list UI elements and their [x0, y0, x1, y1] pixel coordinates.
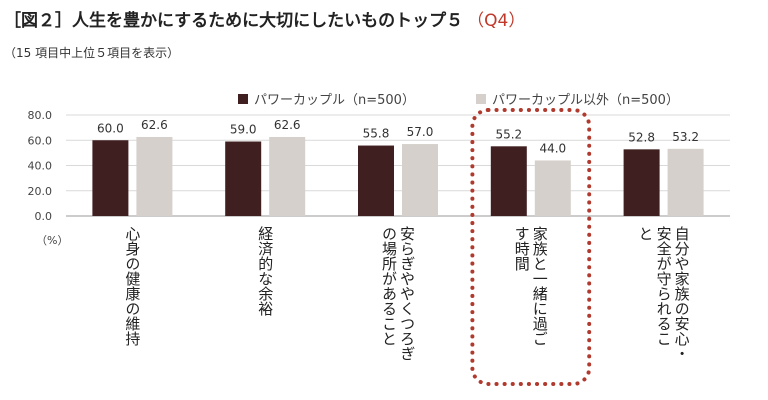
chart-subtitle: （15 項目中上位５項目を表示）: [4, 46, 180, 60]
legend-label-other: パワーカップル以外（n=500）: [492, 93, 679, 108]
data-label: 55.2: [495, 127, 522, 141]
y-tick-label: 40.0: [28, 160, 53, 173]
legend-label-power: パワーカップル（n=500）: [254, 93, 415, 108]
data-label: 62.6: [274, 118, 301, 132]
data-label: 59.0: [230, 123, 257, 137]
category-label: 安全が守られるこ: [655, 226, 673, 346]
chart-title: 人生を豊かにするために大切にしたいものトップ５: [72, 11, 464, 31]
bar-other: [534, 160, 571, 216]
y-tick-label: 0.0: [35, 210, 53, 223]
bar-other: [269, 136, 306, 216]
data-label: 55.8: [363, 127, 390, 141]
legend-swatch-other: [476, 94, 486, 104]
data-label: 44.0: [539, 141, 566, 155]
category-label: 自分や家族の安心・: [673, 226, 691, 361]
category-label: す時間: [513, 226, 531, 272]
data-label: 53.2: [672, 130, 699, 144]
data-label: 60.0: [97, 121, 124, 135]
data-label: 52.8: [628, 130, 655, 144]
bar-power-couple: [358, 145, 394, 216]
data-label: 62.6: [141, 118, 168, 132]
chart-title-block: ［図２］人生を豊かにするために大切にしたいものトップ５ （Q4）: [4, 6, 525, 31]
y-axis-unit-label: （%）: [36, 234, 68, 247]
bar-power-couple: [490, 146, 527, 216]
bar-power-couple: [623, 149, 660, 216]
bar-other: [402, 144, 438, 216]
legend-swatch-power: [238, 94, 248, 104]
bar-power-couple: [225, 141, 262, 216]
y-tick-label: 80.0: [28, 109, 53, 122]
y-tick-label: 60.0: [28, 134, 53, 147]
bar-other: [136, 136, 173, 216]
category-label: 経済的な余裕: [256, 226, 274, 316]
figure-label: ［図２］: [4, 11, 72, 31]
category-label: 心身の健康の維持: [123, 226, 141, 347]
category-label: と: [637, 226, 655, 241]
y-tick-label: 20.0: [28, 185, 53, 198]
bar-power-couple: [92, 140, 129, 216]
category-label: の場所があること: [380, 226, 398, 346]
highlight-frame: [470, 108, 592, 386]
data-label: 57.0: [407, 125, 434, 139]
question-label: （Q4）: [467, 11, 526, 31]
category-label: 安らぎややくつろぎ: [398, 226, 416, 361]
category-label: 家族と一緒に過ご: [531, 226, 549, 346]
bar-other: [667, 148, 704, 216]
